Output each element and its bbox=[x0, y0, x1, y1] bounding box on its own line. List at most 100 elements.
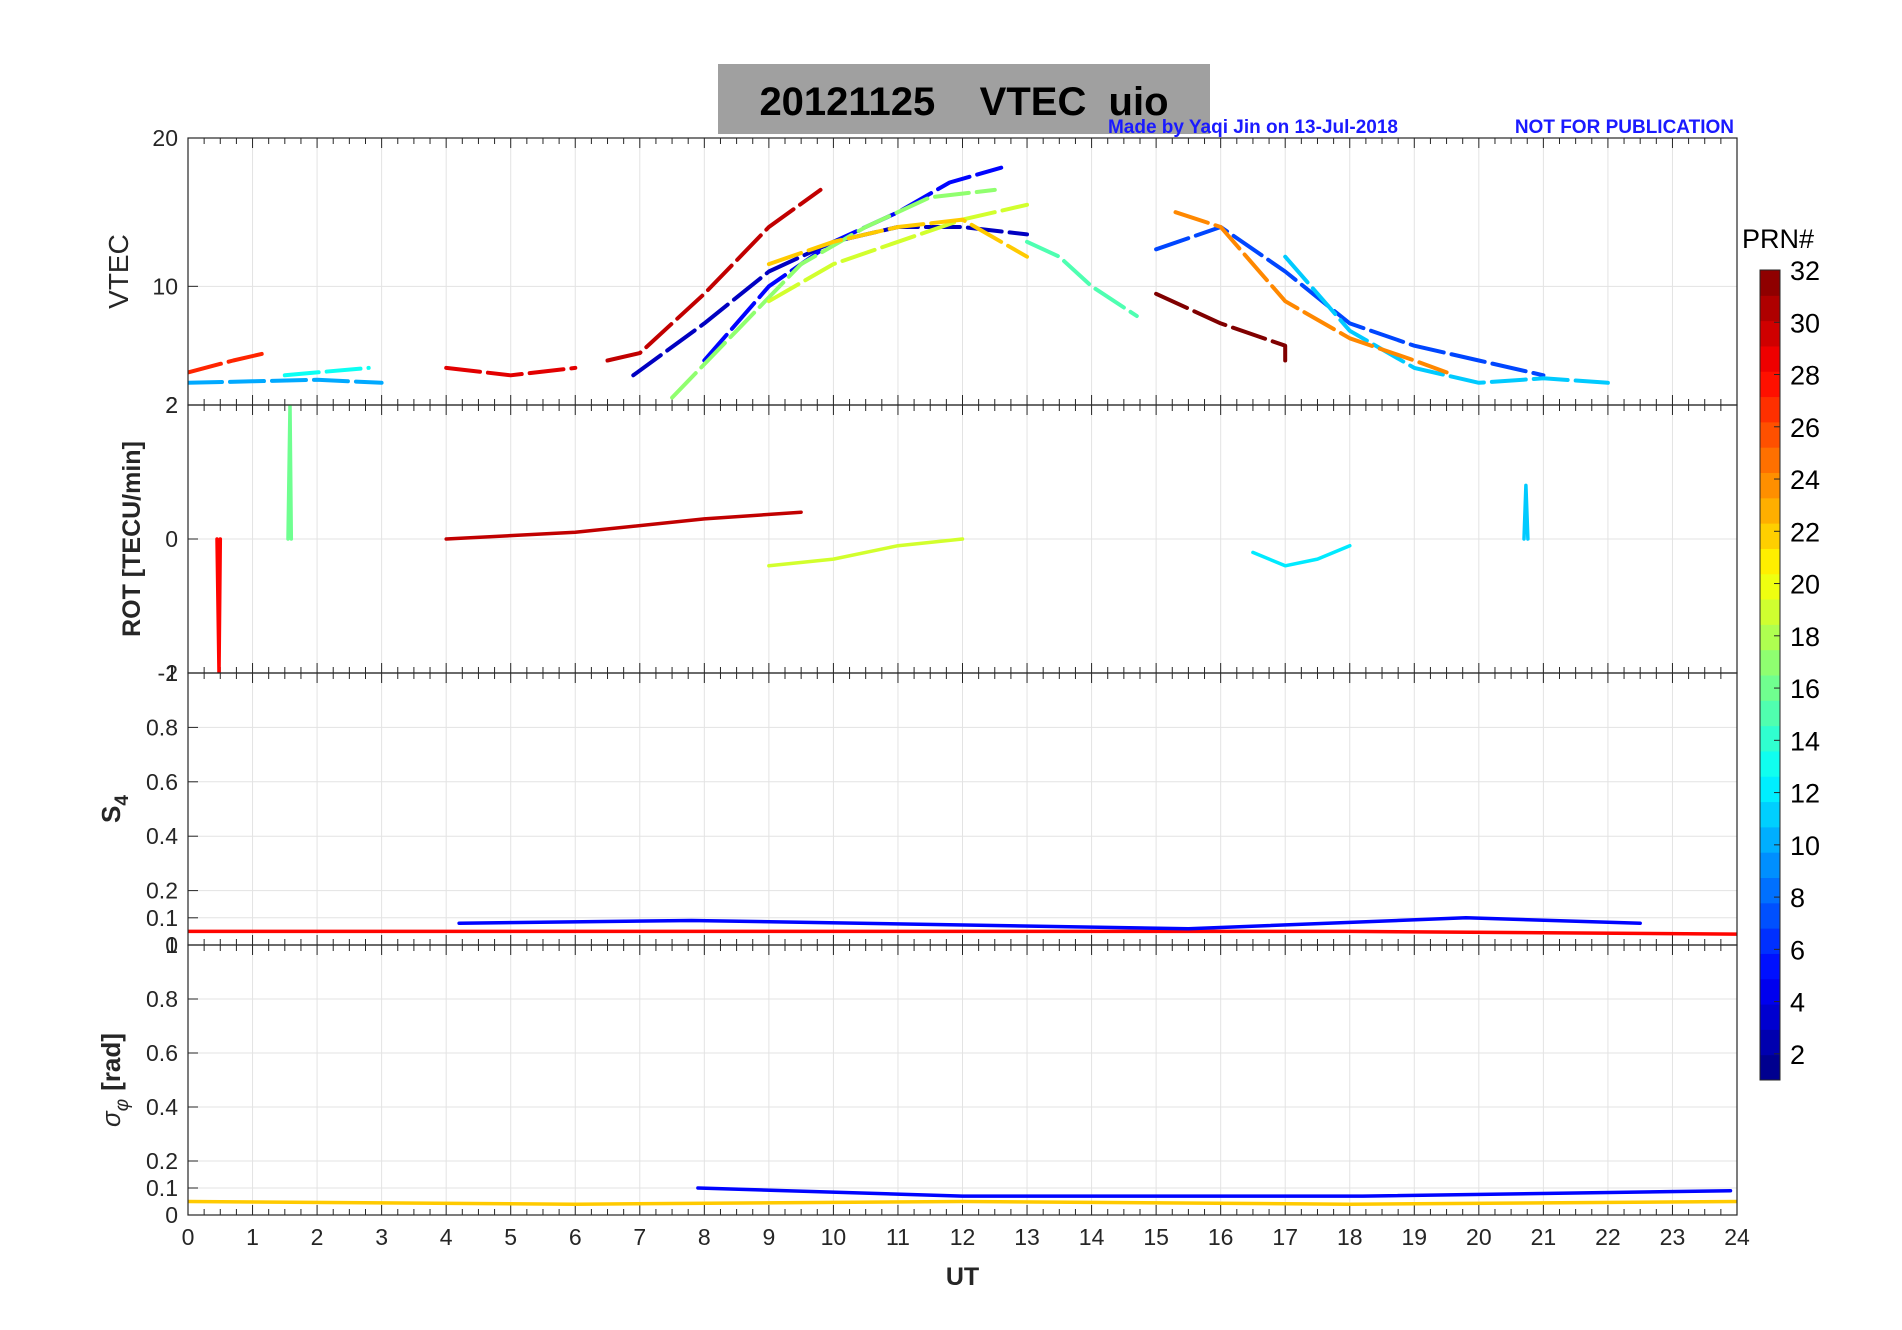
series-line bbox=[605, 187, 823, 363]
series-line bbox=[766, 217, 1029, 267]
series-line bbox=[1251, 543, 1352, 568]
y-axis-label: S4 bbox=[96, 795, 133, 823]
colorbar-segment bbox=[1760, 548, 1780, 575]
colorbar-tick-label: 14 bbox=[1790, 726, 1820, 756]
colorbar-segment bbox=[1760, 978, 1780, 1005]
colorbar-tick-label: 4 bbox=[1790, 988, 1805, 1018]
colorbar-segment bbox=[1760, 801, 1780, 828]
y-tick-label: 0.1 bbox=[146, 905, 178, 931]
colorbar-segment bbox=[1760, 497, 1780, 524]
colorbar-segment bbox=[1760, 1029, 1780, 1056]
colorbar-segment bbox=[1760, 320, 1780, 347]
colorbar-segment bbox=[1760, 421, 1780, 448]
y-axis-label: σφ [rad] bbox=[96, 1033, 133, 1127]
series-line bbox=[444, 510, 803, 541]
panel-vtec: 2 10 20 VTEC bbox=[103, 125, 1738, 418]
colorbar-segment bbox=[1760, 776, 1780, 803]
colorbar-segment bbox=[1760, 725, 1780, 752]
x-tick-label: 14 bbox=[1079, 1224, 1105, 1250]
y-tick-label: 20 bbox=[152, 125, 178, 151]
colorbar-segment bbox=[1760, 599, 1780, 625]
x-tick-label: 6 bbox=[569, 1224, 582, 1250]
figure-title: 20121125 VTEC uio bbox=[759, 80, 1168, 124]
y-tick-label: 0 bbox=[165, 932, 178, 958]
x-tick-label: 1 bbox=[246, 1224, 259, 1250]
series-line bbox=[766, 202, 1029, 304]
y-tick-label: 0.2 bbox=[146, 1148, 178, 1174]
series-line bbox=[188, 351, 268, 375]
colorbar-segment bbox=[1760, 852, 1780, 878]
x-tick-label: 11 bbox=[886, 1224, 910, 1250]
y-axis-label-sub: 4 bbox=[112, 795, 133, 806]
colorbar-tick-label: 26 bbox=[1790, 413, 1820, 443]
x-tick-label: 4 bbox=[440, 1224, 453, 1250]
x-tick-label: 3 bbox=[375, 1224, 388, 1250]
y-tick-label: 0.1 bbox=[146, 1175, 178, 1201]
colorbar-segment bbox=[1760, 902, 1780, 929]
x-tick-label: 8 bbox=[698, 1224, 711, 1250]
colorbar-tick-label: 2 bbox=[1790, 1040, 1805, 1070]
y-axis-label: ROT [TECU/min] bbox=[118, 441, 146, 637]
y-tick-label: 0.8 bbox=[146, 986, 178, 1012]
series-line bbox=[444, 365, 578, 378]
series-line bbox=[767, 537, 965, 568]
x-tick-label: 17 bbox=[1272, 1224, 1298, 1250]
y-axis-label: VTEC bbox=[103, 234, 134, 309]
y-tick-label: 2 bbox=[165, 392, 178, 418]
y-tick-label: 2 bbox=[165, 392, 178, 418]
colorbar-tick-label: 8 bbox=[1790, 883, 1805, 913]
colorbar-frame bbox=[1759, 269, 1781, 1081]
series-line bbox=[188, 1199, 1737, 1206]
colorbar-tick-label: 6 bbox=[1790, 935, 1805, 965]
x-tick-label: 15 bbox=[1143, 1224, 1169, 1250]
x-tick-label: 7 bbox=[633, 1224, 646, 1250]
colorbar-segment bbox=[1760, 877, 1780, 904]
notice-text: NOT FOR PUBLICATION bbox=[1515, 117, 1734, 138]
x-tick-label: 2 bbox=[311, 1224, 324, 1250]
y-tick-label: -2 bbox=[158, 660, 178, 686]
colorbar-tick-label: 22 bbox=[1790, 517, 1820, 547]
series-line bbox=[1154, 291, 1288, 363]
title-box bbox=[718, 64, 1210, 134]
colorbar-tick-label: 32 bbox=[1790, 256, 1820, 286]
y-tick-label: 1 bbox=[165, 932, 178, 958]
x-tick-label: 13 bbox=[1014, 1224, 1040, 1250]
colorbar-label: PRN# bbox=[1742, 224, 1814, 254]
y-tick-label: 0 bbox=[165, 526, 178, 552]
y-tick-label: 0.4 bbox=[146, 1094, 178, 1120]
colorbar-segment bbox=[1760, 826, 1780, 853]
credit-text: Made by Yaqi Jin on 13-Jul-2018 bbox=[1108, 117, 1398, 138]
colorbar-segment bbox=[1760, 371, 1780, 398]
series-line bbox=[215, 537, 223, 673]
series-line bbox=[702, 165, 1004, 363]
x-tick-label: 10 bbox=[821, 1224, 847, 1250]
series-group bbox=[215, 405, 1530, 673]
series-line bbox=[696, 1186, 1733, 1198]
colorbar-segment bbox=[1760, 649, 1780, 676]
series-line bbox=[1283, 254, 1610, 385]
x-tick-label: 24 bbox=[1724, 1224, 1750, 1250]
series-line bbox=[1173, 210, 1449, 375]
colorbar-segment bbox=[1760, 928, 1780, 954]
x-tick-label: 9 bbox=[762, 1224, 775, 1250]
colorbar-segment bbox=[1760, 396, 1780, 423]
colorbar-tick-label: 18 bbox=[1790, 622, 1820, 652]
colorbar-segment bbox=[1760, 345, 1780, 372]
colorbar-segment bbox=[1760, 573, 1780, 600]
x-tick-label: 12 bbox=[950, 1224, 976, 1250]
colorbar-segment bbox=[1760, 953, 1780, 980]
x-tick-label: 23 bbox=[1660, 1224, 1686, 1250]
colorbar-tick-label: 16 bbox=[1790, 674, 1820, 704]
colorbar-segment bbox=[1760, 1054, 1780, 1081]
y-tick-label: 0.2 bbox=[146, 878, 178, 904]
colorbar-segment bbox=[1760, 700, 1780, 727]
series-group bbox=[188, 1186, 1737, 1206]
series-line bbox=[282, 365, 371, 378]
colorbar-segment bbox=[1760, 1004, 1780, 1030]
y-tick-label: 1 bbox=[165, 660, 178, 686]
y-tick-label: 0.6 bbox=[146, 1040, 178, 1066]
x-tick-label: 0 bbox=[182, 1224, 195, 1250]
